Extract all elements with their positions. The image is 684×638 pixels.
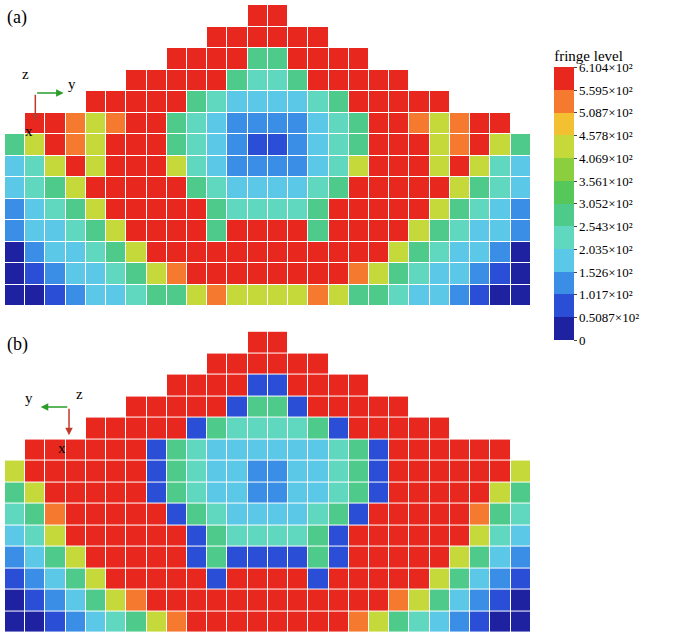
- svg-text:1.017×10²: 1.017×10²: [579, 287, 633, 302]
- svg-text:z: z: [76, 386, 83, 402]
- svg-text:3.052×10²: 3.052×10²: [579, 196, 633, 211]
- svg-text:2.035×10²: 2.035×10²: [579, 242, 633, 257]
- svg-text:6.104×10²: 6.104×10²: [579, 60, 633, 75]
- svg-text:y: y: [25, 390, 33, 406]
- svg-text:y: y: [68, 76, 76, 92]
- svg-text:x: x: [58, 440, 66, 456]
- svg-text:(a): (a): [7, 7, 27, 28]
- svg-text:2.543×10²: 2.543×10²: [579, 219, 633, 234]
- svg-text:4.069×10²: 4.069×10²: [579, 151, 633, 166]
- svg-text:x: x: [25, 123, 33, 139]
- svg-text:5.595×10²: 5.595×10²: [579, 83, 633, 98]
- svg-text:fringe level: fringe level: [554, 48, 623, 64]
- svg-text:5.087×10²: 5.087×10²: [579, 105, 633, 120]
- svg-text:(b): (b): [7, 334, 28, 355]
- svg-text:3.561×10²: 3.561×10²: [579, 174, 633, 189]
- svg-text:0: 0: [579, 333, 586, 348]
- svg-text:z: z: [22, 66, 29, 82]
- svg-text:1.526×10²: 1.526×10²: [579, 265, 633, 280]
- svg-text:0.5087×10²: 0.5087×10²: [579, 310, 639, 325]
- svg-text:4.578×10²: 4.578×10²: [579, 128, 633, 143]
